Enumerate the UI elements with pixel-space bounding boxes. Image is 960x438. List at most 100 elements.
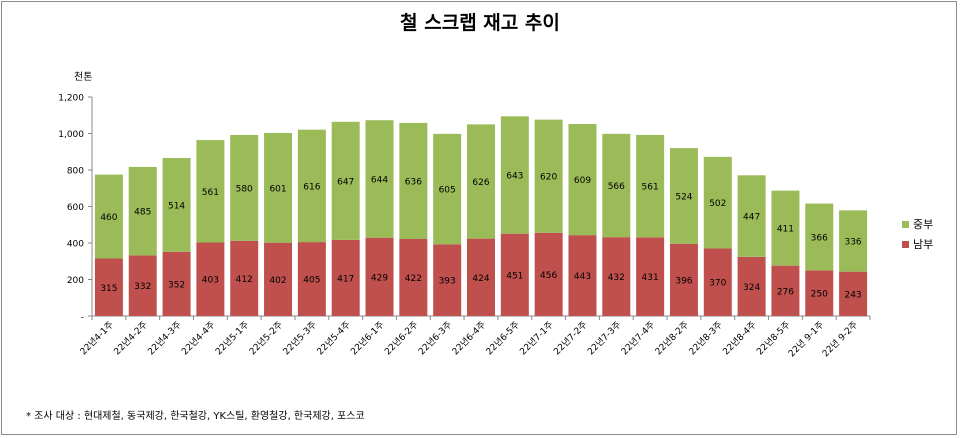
data-label-central: 485 bbox=[134, 208, 151, 218]
data-label-south: 443 bbox=[574, 272, 591, 282]
data-label-south: 429 bbox=[371, 273, 388, 283]
bar-central bbox=[636, 134, 665, 238]
x-tick-label: 22년 9-2주 bbox=[820, 319, 860, 359]
data-label-central: 636 bbox=[405, 177, 422, 187]
data-label-central: 605 bbox=[439, 186, 456, 196]
data-label-central: 460 bbox=[100, 213, 117, 223]
data-label-central: 502 bbox=[709, 199, 726, 209]
data-label-south: 250 bbox=[811, 290, 828, 300]
data-label-south: 403 bbox=[202, 276, 219, 286]
data-label-central: 626 bbox=[472, 178, 489, 188]
bar-central bbox=[534, 119, 563, 233]
y-tick-label: 1,200 bbox=[58, 94, 84, 104]
bar-central bbox=[230, 134, 259, 241]
bar-central bbox=[568, 124, 597, 236]
data-label-south: 393 bbox=[439, 277, 456, 287]
x-tick-label: 22년6-1주 bbox=[349, 319, 387, 357]
bar-south bbox=[128, 255, 157, 316]
data-label-central: 601 bbox=[269, 184, 286, 194]
bar-south bbox=[399, 238, 428, 316]
data-label-south: 243 bbox=[844, 290, 861, 300]
bar-south bbox=[534, 232, 563, 316]
data-label-central: 561 bbox=[202, 188, 219, 198]
legend-swatch bbox=[902, 241, 909, 248]
data-label-central: 524 bbox=[675, 192, 692, 202]
data-label-south: 324 bbox=[743, 283, 760, 293]
bar-south bbox=[297, 242, 326, 316]
x-tick-label: 22년8-4주 bbox=[721, 319, 759, 357]
bar-central bbox=[805, 203, 834, 271]
x-tick-label: 22년8-2주 bbox=[653, 319, 691, 357]
x-tick-label: 22년5-4주 bbox=[315, 319, 353, 357]
legend-label: 중부 bbox=[913, 218, 933, 231]
x-tick-label: 22년5-3주 bbox=[281, 319, 319, 357]
bar-central bbox=[128, 166, 157, 256]
x-tick-label: 22년 9-1주 bbox=[786, 319, 826, 359]
x-tick-label: 22년6-3주 bbox=[416, 319, 454, 357]
data-label-south: 352 bbox=[168, 280, 185, 290]
data-label-central: 647 bbox=[337, 177, 354, 187]
x-tick-label: 22년4-4주 bbox=[180, 319, 218, 357]
data-label-central: 566 bbox=[608, 182, 625, 192]
bar-central bbox=[771, 190, 800, 266]
x-tick-label: 22년5-1주 bbox=[213, 319, 251, 357]
bar-central bbox=[669, 148, 698, 244]
bar-south bbox=[94, 258, 123, 316]
x-tick-label: 22년6-4주 bbox=[450, 319, 488, 357]
y-tick-label: 600 bbox=[67, 203, 84, 213]
bar-south bbox=[162, 251, 191, 316]
data-label-central: 447 bbox=[743, 213, 760, 223]
x-tick-label: 22년5-2주 bbox=[247, 319, 285, 357]
bar-central bbox=[703, 156, 732, 249]
bar-south bbox=[771, 265, 800, 316]
x-tick-label: 22년6-2주 bbox=[382, 319, 420, 357]
data-label-south: 412 bbox=[236, 275, 253, 285]
bar-central bbox=[737, 175, 766, 257]
data-label-central: 336 bbox=[844, 237, 861, 247]
y-tick-label: 400 bbox=[67, 240, 84, 250]
data-label-south: 422 bbox=[405, 274, 422, 284]
bar-central bbox=[331, 121, 360, 240]
x-tick-label: 22년4-2주 bbox=[112, 319, 150, 357]
bar-central bbox=[433, 133, 462, 245]
bar-south bbox=[602, 237, 631, 316]
data-label-central: 616 bbox=[303, 182, 320, 192]
data-label-central: 643 bbox=[506, 172, 523, 182]
footnote: * 조사 대상 : 현대제철, 동국제강, 한국철강, YK스틸, 환영철강, … bbox=[26, 411, 365, 422]
bar-south bbox=[433, 244, 462, 316]
y-axis-label: 천톤 bbox=[74, 71, 92, 83]
bar-central bbox=[162, 157, 191, 252]
x-tick-label: 22년4-1주 bbox=[78, 319, 116, 357]
bar-central bbox=[196, 140, 225, 243]
legend-swatch bbox=[902, 221, 909, 228]
bar-central bbox=[297, 129, 326, 243]
bar-south bbox=[264, 242, 293, 316]
x-tick-label: 22년4-3주 bbox=[146, 319, 184, 357]
chart-title: 철 스크랩 재고 추이 bbox=[400, 12, 560, 34]
data-label-central: 609 bbox=[574, 176, 591, 186]
bar-central bbox=[467, 124, 495, 239]
bar-south bbox=[196, 242, 225, 316]
bar-central bbox=[602, 133, 631, 238]
data-label-south: 417 bbox=[337, 274, 354, 284]
bar-central bbox=[839, 210, 868, 272]
x-tick-label: 22년6-5주 bbox=[484, 319, 522, 357]
bar-south bbox=[230, 240, 259, 316]
x-tick-label: 22년7-2주 bbox=[552, 319, 590, 357]
data-label-central: 411 bbox=[777, 225, 794, 235]
data-label-south: 396 bbox=[675, 276, 692, 286]
bar-central bbox=[399, 122, 428, 239]
bar-south bbox=[568, 235, 597, 316]
x-tick-label: 22년7-4주 bbox=[619, 319, 657, 357]
y-tick-label: 800 bbox=[67, 167, 84, 177]
data-label-south: 276 bbox=[777, 287, 794, 297]
bar-central bbox=[365, 120, 394, 238]
bar-south bbox=[365, 237, 394, 316]
data-label-central: 580 bbox=[236, 184, 253, 194]
y-tick-label: - bbox=[81, 313, 84, 323]
bar-south bbox=[500, 233, 529, 316]
data-label-south: 402 bbox=[269, 276, 286, 286]
x-tick-label: 22년7-1주 bbox=[518, 319, 556, 357]
data-label-south: 315 bbox=[100, 284, 117, 294]
